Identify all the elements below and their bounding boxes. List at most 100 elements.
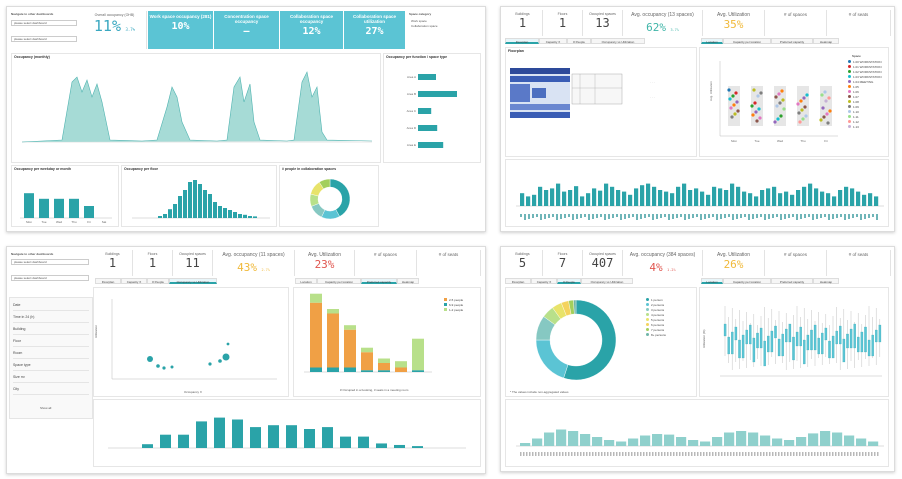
occupancy-scatter-chart xyxy=(111,299,277,380)
stacked-segment xyxy=(344,325,356,330)
kpi-concentration: Concentration space occupancy – xyxy=(214,11,280,49)
space-category-item-1[interactable]: Work space xyxy=(411,19,427,23)
bottom-bar xyxy=(826,193,831,206)
tab-location[interactable]: Location xyxy=(295,278,317,284)
tab-people[interactable]: # People xyxy=(567,38,591,44)
tab-people[interactable]: # People xyxy=(147,278,169,284)
box xyxy=(738,339,741,359)
kpi-avg-utilization: Avg. Utilization 23% xyxy=(295,250,355,276)
mini-bar xyxy=(800,214,802,219)
mini-bar xyxy=(620,214,622,220)
tab-occupancy-utilization[interactable]: Occupancy vs Utilization xyxy=(169,278,217,284)
legend-item[interactable]: 1.07 xyxy=(848,95,882,100)
filter-floor[interactable]: Floor xyxy=(13,336,89,347)
filter-date[interactable]: Date xyxy=(13,300,89,311)
mini-bar xyxy=(772,214,774,218)
stacked-legend-item[interactable]: 1-2 people xyxy=(444,308,463,313)
legend-item[interactable]: 1.03 WORKSTATION xyxy=(848,75,882,80)
dashboard-select-2[interactable]: please select dashboard xyxy=(11,36,77,42)
tab-preferred-capacity[interactable]: Preferred capacity xyxy=(361,278,397,284)
donut-legend-item[interactable]: 3 persons xyxy=(646,308,666,313)
tab-floorplan[interactable]: Floorplan xyxy=(505,38,539,44)
mini-bar xyxy=(596,214,598,218)
mini-tick xyxy=(592,452,594,456)
tab-preferred-capacity[interactable]: Preferred capacity xyxy=(771,38,813,44)
donut-legend-item[interactable]: 6 persons xyxy=(646,323,666,328)
donut-legend-item[interactable]: 4 persons xyxy=(646,313,666,318)
occupancy-floor-title: Occupancy per floor xyxy=(124,167,159,171)
bottom-bar xyxy=(808,183,813,206)
tab-occupancy-utilization[interactable]: Occupancy vs Utilization xyxy=(581,278,633,284)
wave-bar xyxy=(652,434,663,446)
legend-item[interactable]: 1.13 xyxy=(848,125,882,130)
dashboard-select-2[interactable]: please select dashboard xyxy=(11,275,89,281)
legend-item[interactable]: 1.11 xyxy=(848,115,882,120)
stacked-legend-item[interactable]: 6-9 people xyxy=(444,303,463,308)
legend-item[interactable]: 1.06 xyxy=(848,90,882,95)
tab-heatmap[interactable]: Heatmap xyxy=(813,38,839,44)
filter-size[interactable]: Size m² xyxy=(13,372,89,383)
stacked-legend-item[interactable]: 2-5 people xyxy=(444,298,463,303)
legend-item[interactable]: 1.08 xyxy=(848,100,882,105)
floorplan-map[interactable]: · · · · · · xyxy=(510,58,690,148)
bottom-bar xyxy=(610,186,615,206)
filter-show-all[interactable]: Show all xyxy=(40,406,52,410)
tab-floorplan[interactable]: Floorplan xyxy=(505,278,531,284)
donut-legend-item[interactable]: 7 persons xyxy=(646,328,666,333)
weekday-tick: Fri xyxy=(87,220,91,224)
legend-item[interactable]: 1.00 WORKSTATION xyxy=(848,60,882,65)
utilization-dot xyxy=(755,119,759,123)
legend-label: 1.11 xyxy=(853,115,859,119)
kpi-buildings: Buildings 1 xyxy=(503,10,543,36)
tab-people[interactable]: # People xyxy=(557,278,581,284)
kpi-collab-util-value: 27% xyxy=(365,26,384,37)
dashboard-select-1[interactable]: please select dashboard xyxy=(11,259,89,265)
wave-bar xyxy=(556,429,567,446)
filter-space-type[interactable]: Space type xyxy=(13,360,89,371)
legend-item[interactable]: 1.10 xyxy=(848,110,882,115)
donut-legend-item[interactable]: 8+ persons xyxy=(646,333,666,338)
filter-city[interactable]: City xyxy=(13,384,89,395)
legend-item[interactable]: 1.01 WORKSTATION xyxy=(848,65,882,70)
legend-label: 1.07 xyxy=(853,95,859,99)
tab-preferred-capacity[interactable]: Preferred capacity xyxy=(771,278,813,284)
mini-tick xyxy=(643,452,645,456)
legend-item[interactable]: 1.05 xyxy=(848,85,882,90)
tab-capacity[interactable]: Capacity X xyxy=(121,278,147,284)
space-category-title: Space category xyxy=(409,12,432,16)
donut-legend-item[interactable]: 5 persons xyxy=(646,318,666,323)
utilization-dot xyxy=(736,109,740,113)
legend-item[interactable]: 1.09 xyxy=(848,105,882,110)
donut-legend-item[interactable]: 1 person xyxy=(646,298,666,303)
mini-tick xyxy=(688,452,690,456)
filter-building[interactable]: Building xyxy=(13,324,89,335)
legend-item[interactable]: 1.12 xyxy=(848,120,882,125)
function-bar xyxy=(418,108,432,114)
tab-capacity[interactable]: Capacity X xyxy=(531,278,557,284)
tab-capacity-location[interactable]: Capacity per location xyxy=(317,278,361,284)
tab-capacity-location[interactable]: Capacity per location xyxy=(723,38,771,44)
kpi-util-value: 26% xyxy=(723,258,744,271)
tab-floorplan[interactable]: Floorplan xyxy=(95,278,121,284)
bottom-bar xyxy=(772,186,777,206)
dashboard-select-1[interactable]: please select dashboard xyxy=(11,20,77,26)
legend-item[interactable]: 1.04 MEETING xyxy=(848,80,882,85)
bottom-bar xyxy=(832,196,837,206)
tab-heatmap[interactable]: Heatmap xyxy=(813,278,839,284)
tab-location[interactable]: Location xyxy=(701,38,723,44)
donut-legend-item[interactable]: 2 persons xyxy=(646,303,666,308)
space-category-item-2[interactable]: Collaboration space xyxy=(411,24,438,28)
filter-room[interactable]: Room xyxy=(13,348,89,359)
mini-tick xyxy=(700,452,702,456)
mini-tick xyxy=(535,452,537,456)
box xyxy=(821,332,824,355)
tab-location[interactable]: Location xyxy=(701,278,723,284)
legend-item[interactable]: 1.02 WORKSTATION xyxy=(848,70,882,75)
tab-heatmap[interactable]: Heatmap xyxy=(397,278,419,284)
filter-time[interactable]: Time in 24 (h) xyxy=(13,312,89,323)
tab-capacity[interactable]: Capacity X xyxy=(539,38,567,44)
tab-occupancy-utilization[interactable]: Occupancy vs Utilization xyxy=(591,38,645,44)
bottom-bar xyxy=(718,188,723,206)
tab-capacity-location[interactable]: Capacity per location xyxy=(723,278,771,284)
legend-swatch-icon xyxy=(444,298,447,301)
